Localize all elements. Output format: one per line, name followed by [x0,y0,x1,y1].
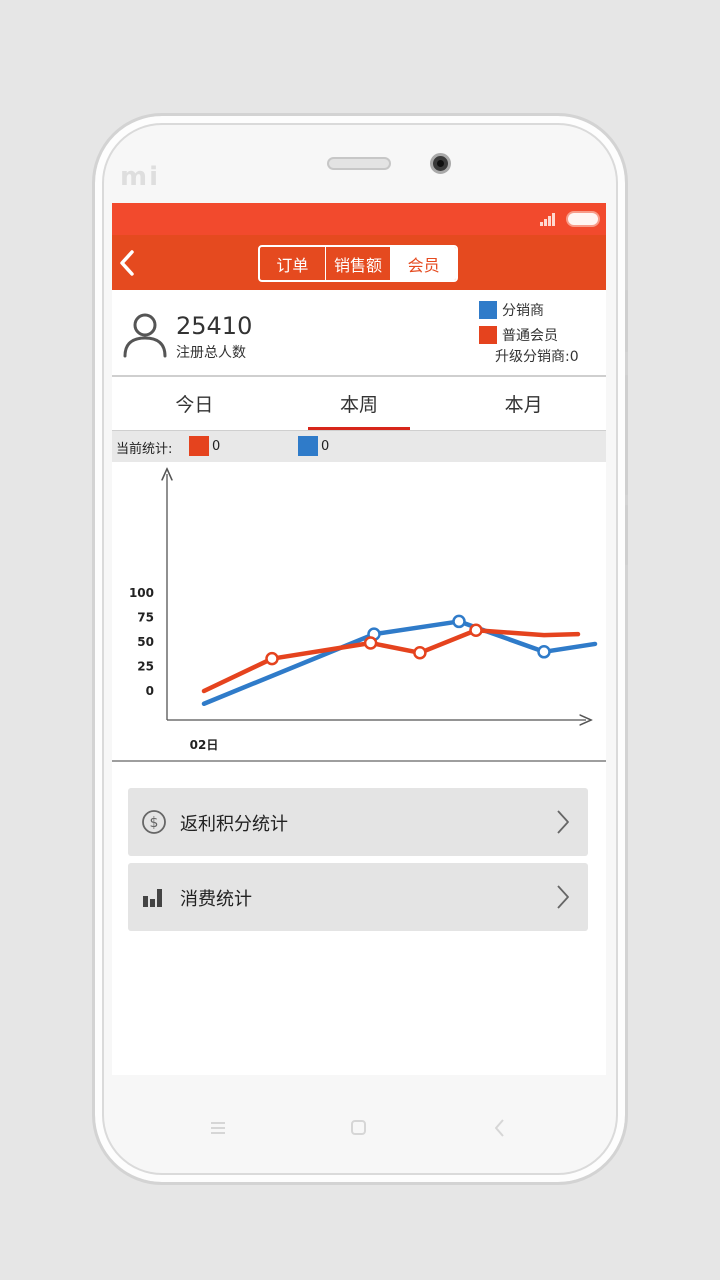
member-count: 25410 [176,312,253,340]
chevron-left-icon [495,1119,504,1137]
tab-this-month[interactable]: 本月 [504,394,543,416]
user-icon [123,313,167,358]
menu-label: 返利积分统计 [180,814,288,835]
member-count-label: 注册总人数 [176,345,246,361]
y-tick-label: 50 [137,635,154,649]
menu-label: 消费统计 [180,889,252,910]
nav-menu-button[interactable] [203,1116,233,1140]
side-button [625,375,628,495]
x-tick-label: 02日 [190,738,219,752]
chart-canvas: 100 75 50 25 0 02日 [129,462,598,752]
menu-lines-icon [211,1122,225,1134]
current-stats-bar: 当前统计: 0 0 [112,431,606,462]
square-home-icon [351,1120,366,1135]
side-button [625,505,628,565]
segment-sales[interactable]: 销售额 [326,247,392,280]
tab-this-week[interactable]: 本周 [277,377,442,430]
legend-distributor: 分销商 [479,300,544,320]
rebate-points-stats-item[interactable]: $ 返利积分统计 [128,788,588,856]
consumption-stats-item[interactable]: 消费统计 [128,863,588,931]
y-tick-label: 75 [137,611,154,625]
data-point [452,614,466,629]
member-summary: 25410 注册总人数 分销商 普通会员 升级分销商:0 [112,290,606,377]
legend-label: 分销商 [502,303,544,319]
battery-icon [568,213,598,225]
app-screen: 订单 销售额 会员 25410 注册总人数 分销商 普通会员 升级分销商:0 今… [112,203,606,1075]
chevron-right-icon [557,810,569,834]
segmented-control: 订单 销售额 会员 [258,245,458,282]
chevron-left-icon [120,250,134,276]
legend-swatch-blue [479,301,497,319]
stats-value-blue: 0 [321,439,330,454]
member-line-chart: 100 75 50 25 0 02日 [112,462,606,762]
front-camera [430,153,451,174]
data-point [537,645,551,659]
legend-label: 普通会员 [502,328,558,344]
y-tick-label: 0 [146,684,154,698]
tab-today[interactable]: 今日 [175,394,214,416]
stats-value-orange: 0 [212,439,221,454]
data-point [469,623,483,637]
brand-logo: mi [120,162,161,192]
back-button[interactable] [112,235,152,290]
app-bar: 订单 销售额 会员 [112,235,606,290]
svg-text:$: $ [150,815,159,831]
side-button [625,290,628,352]
dollar-circle-icon: $ [142,810,166,834]
legend-swatch-orange [479,326,497,344]
legend-regular-member: 普通会员 [479,325,558,345]
current-stats-label: 当前统计: [116,442,173,457]
segment-orders[interactable]: 订单 [260,247,326,280]
nav-back-button[interactable] [485,1116,515,1140]
stats-swatch-orange [189,436,209,456]
data-point [363,636,378,650]
earpiece-speaker [327,157,391,170]
chevron-right-icon [557,885,569,909]
y-tick-label: 100 [129,586,154,600]
nav-home-button[interactable] [344,1116,374,1140]
stats-swatch-blue [298,436,318,456]
data-point [413,646,427,660]
signal-icon [540,213,555,226]
data-point [265,651,279,666]
status-bar [112,203,606,235]
segment-members[interactable]: 会员 [391,247,456,280]
period-tabs: 今日 本周 本月 [112,377,606,431]
y-tick-label: 25 [137,660,154,674]
bar-chart-icon [143,889,162,907]
upgrade-distributor-count: 升级分销商:0 [495,349,579,365]
